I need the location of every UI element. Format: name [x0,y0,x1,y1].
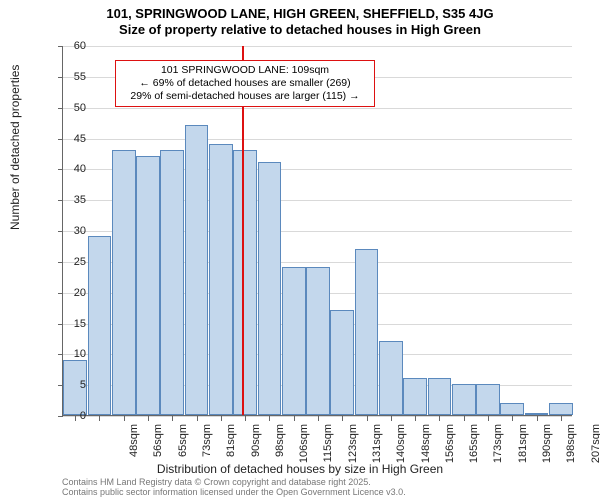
xtick-mark [512,416,513,421]
xtick-mark [294,416,295,421]
ytick-label: 10 [46,348,86,360]
xtick-mark [537,416,538,421]
xtick-mark [318,416,319,421]
histogram-bar [282,267,306,415]
xtick-mark [197,416,198,421]
title-line-2: Size of property relative to detached ho… [0,22,600,38]
histogram-bar [525,413,549,415]
ytick-label: 60 [46,40,86,52]
xtick-mark [415,416,416,421]
ytick-label: 50 [46,102,86,114]
xtick-mark [124,416,125,421]
ytick-label: 0 [46,410,86,422]
xtick-mark [172,416,173,421]
ytick-label: 40 [46,163,86,175]
gridline-h [63,46,572,47]
chart-title: 101, SPRINGWOOD LANE, HIGH GREEN, SHEFFI… [0,6,600,39]
histogram-bar [379,341,403,415]
histogram-bar [136,156,160,415]
ytick-label: 25 [46,256,86,268]
gridline-h [63,139,572,140]
xtick-mark [148,416,149,421]
xtick-mark [391,416,392,421]
gridline-h [63,108,572,109]
histogram-bar [209,144,233,415]
histogram-chart: 101, SPRINGWOOD LANE, HIGH GREEN, SHEFFI… [0,0,600,500]
footer-attribution: Contains HM Land Registry data © Crown c… [62,478,406,498]
ytick-label: 15 [46,318,86,330]
xtick-mark [464,416,465,421]
histogram-bar [112,150,136,415]
xtick-mark [245,416,246,421]
histogram-bar [500,403,524,415]
xtick-mark [561,416,562,421]
histogram-bar [355,249,379,416]
histogram-bar [403,378,427,415]
annotation-line: ← 69% of detached houses are smaller (26… [122,77,368,90]
xtick-mark [269,416,270,421]
histogram-bar [428,378,452,415]
ytick-label: 30 [46,225,86,237]
ytick-label: 45 [46,133,86,145]
annotation-line: 29% of semi-detached houses are larger (… [122,90,368,103]
histogram-bar [88,236,112,415]
ytick-label: 20 [46,287,86,299]
footer-line-2: Contains public sector information licen… [62,488,406,498]
ytick-label: 35 [46,194,86,206]
x-axis-label: Distribution of detached houses by size … [0,462,600,476]
ytick-label: 55 [46,71,86,83]
xtick-mark [367,416,368,421]
annotation-box: 101 SPRINGWOOD LANE: 109sqm← 69% of deta… [115,60,375,107]
title-line-1: 101, SPRINGWOOD LANE, HIGH GREEN, SHEFFI… [0,6,600,22]
histogram-bar [160,150,184,415]
histogram-bar [330,310,354,415]
xtick-mark [99,416,100,421]
annotation-line: 101 SPRINGWOOD LANE: 109sqm [122,64,368,77]
histogram-bar [476,384,500,415]
xtick-mark [221,416,222,421]
histogram-bar [185,125,209,415]
histogram-bar [549,403,573,415]
histogram-bar [258,162,282,415]
y-axis-label: Number of detached properties [8,65,22,230]
histogram-bar [452,384,476,415]
ytick-label: 5 [46,379,86,391]
histogram-bar [306,267,330,415]
xtick-mark [488,416,489,421]
xtick-mark [439,416,440,421]
xtick-mark [342,416,343,421]
histogram-bar [233,150,257,415]
